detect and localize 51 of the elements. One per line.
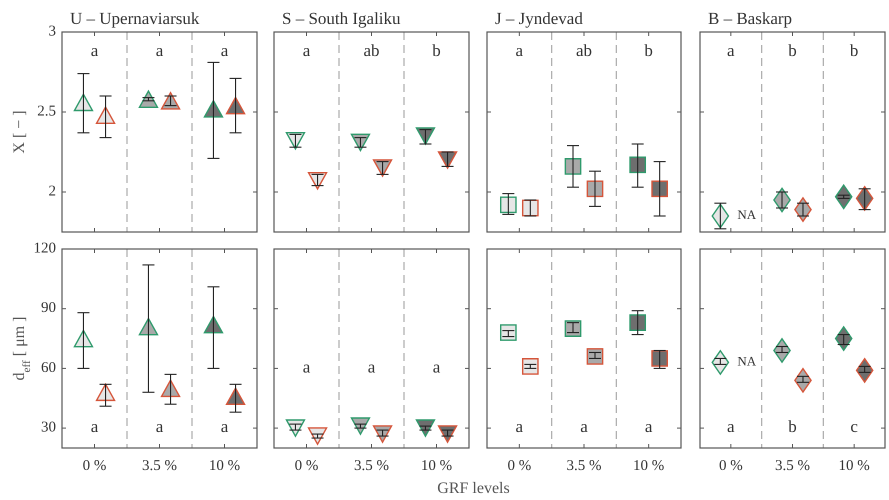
annotation: ab	[363, 40, 380, 60]
annotation: a	[516, 417, 524, 436]
y-tick-label: 60	[41, 360, 56, 376]
annotation: a	[90, 417, 99, 436]
annotation: a	[220, 417, 229, 436]
annotation: a	[644, 417, 653, 436]
annotation: a	[580, 417, 588, 436]
annotation: a	[156, 417, 164, 436]
x-tick-label: 0 %	[507, 458, 532, 474]
annotation: b	[432, 40, 441, 60]
annotation: c	[850, 417, 858, 436]
x-tick-label: 0 %	[82, 458, 106, 474]
x-tick-label: 3.5 %	[142, 458, 177, 474]
annotation: a	[302, 357, 311, 376]
chart-title: U – Upernaviarsuk	[70, 9, 200, 28]
chart-title: B – Baskarp	[708, 9, 792, 28]
y-tick-label: 3	[48, 23, 56, 40]
y-tick-label: 30	[41, 420, 56, 436]
y-tick-label: 2.5	[37, 103, 56, 120]
annotation: a	[727, 417, 736, 436]
x-tick-label: 10 %	[838, 458, 870, 474]
annotation: ab	[576, 40, 592, 60]
annotation: b	[644, 40, 653, 60]
x-tick-label: 3.5 %	[354, 458, 389, 474]
annotation: a	[432, 357, 441, 376]
annotation: a	[516, 40, 524, 60]
x-tick-label: 0 %	[718, 458, 743, 474]
y-tick-label: 120	[34, 240, 56, 256]
y-tick-label: 2	[48, 183, 56, 200]
annotation: a	[368, 357, 376, 376]
annotation: b	[788, 417, 797, 436]
annotation: a	[220, 40, 229, 60]
y-axis-title: X [ − ]	[11, 110, 28, 154]
annotation: a	[302, 40, 311, 60]
x-axis-title: GRF levels	[437, 480, 510, 497]
y-tick-label: 90	[41, 300, 56, 316]
annotation: a	[90, 40, 99, 60]
annotation: NA	[737, 353, 757, 368]
x-tick-label: 3.5 %	[566, 458, 602, 474]
x-tick-label: 10 %	[633, 458, 664, 474]
annotation: b	[788, 40, 797, 60]
annotation: b	[850, 40, 858, 60]
chart-title: S – South Igaliku	[282, 9, 402, 28]
x-tick-label: 10 %	[420, 458, 452, 474]
x-tick-label: 3.5 %	[775, 458, 810, 474]
chart-title: J – Jyndevad	[495, 9, 584, 28]
annotation: NA	[737, 206, 757, 222]
x-tick-label: 10 %	[208, 458, 240, 474]
annotation: a	[156, 40, 164, 60]
x-tick-label: 0 %	[294, 458, 318, 474]
annotation: a	[727, 40, 736, 60]
